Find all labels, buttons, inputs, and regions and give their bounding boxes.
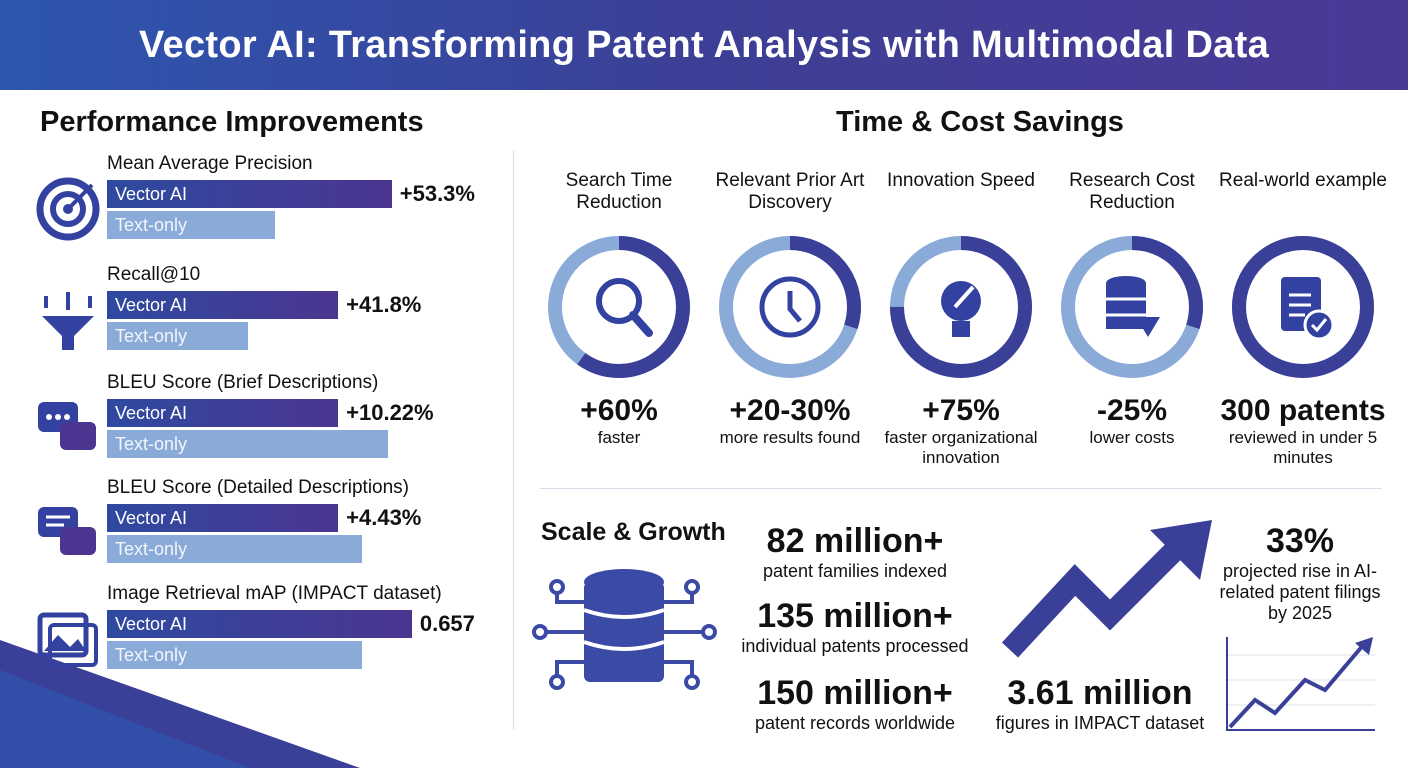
savings-card: Innovation Speed +75% faster organizatio… <box>876 170 1046 468</box>
card-subtext: more results found <box>719 428 861 447</box>
page-title: Vector AI: Transforming Patent Analysis … <box>138 23 1270 66</box>
progress-ring <box>548 236 690 378</box>
target-icon <box>36 177 100 241</box>
metric-label: Recall@10 <box>107 264 201 285</box>
ring-fill <box>1232 236 1374 378</box>
text-only-bar: Text-only <box>107 535 362 563</box>
card-subtext: faster organizational innovation <box>884 428 1038 467</box>
card-value: +60% <box>580 394 658 427</box>
metric-label: Image Retrieval mAP (IMPACT dataset) <box>107 583 442 604</box>
progress-ring <box>719 236 861 378</box>
text-only-bar: Text-only <box>107 641 362 669</box>
vector-ai-bar: Vector AI <box>107 610 412 638</box>
progress-ring <box>890 236 1032 378</box>
performance-heading: Performance Improvements <box>40 106 424 138</box>
card-subtext: faster <box>597 428 641 447</box>
savings-card: Relevant Prior Art Discovery +20-30% mor… <box>705 170 875 448</box>
ring-fill <box>719 236 861 378</box>
metric-value: 0.657 <box>419 611 475 636</box>
text-only-bar: Text-only <box>107 430 389 458</box>
card-subtext: reviewed in under 5 minutes <box>1228 428 1378 467</box>
stat-patents: 135 million+ individual patents processed <box>741 597 969 656</box>
growth-arrow-icon <box>1001 520 1212 658</box>
vector-ai-bar: Vector AI <box>107 399 339 427</box>
divider <box>513 150 514 730</box>
database-down-icon <box>1106 276 1160 337</box>
stat-families: 82 million+ patent families indexed <box>762 522 948 581</box>
savings-card: Real-world example 300 patents reviewed … <box>1218 170 1388 468</box>
card-value: +20-30% <box>729 394 851 427</box>
card-subtext: lower costs <box>1089 428 1175 447</box>
stat-figures: 3.61 million figures in IMPACT dataset <box>995 674 1205 733</box>
card-value: +75% <box>922 394 1000 427</box>
card-title: Real-world example <box>1219 170 1387 191</box>
progress-ring <box>1061 236 1203 378</box>
savings-card: Research Cost Reduction -25% lower costs <box>1047 170 1217 448</box>
magnifier-icon <box>596 278 653 337</box>
card-value: -25% <box>1096 394 1168 427</box>
card-title: Search Time Reduction <box>565 170 673 213</box>
savings-card: Search Time Reduction +60% faster <box>534 170 704 448</box>
divider <box>540 488 1382 489</box>
title-banner: Vector AI: Transforming Patent Analysis … <box>0 0 1408 90</box>
decorative-corner <box>0 640 360 768</box>
lightbulb-rocket-icon <box>941 281 981 337</box>
message-icon <box>38 507 96 555</box>
clock-icon <box>759 276 821 338</box>
card-value: 300 patents <box>1220 394 1386 427</box>
vector-ai-bar: Vector AI <box>107 504 339 532</box>
savings-heading: Time & Cost Savings <box>836 106 1124 138</box>
vector-ai-bar: Vector AI <box>107 291 339 319</box>
ring-fill <box>1061 236 1203 378</box>
metric-value: +4.43% <box>346 505 422 530</box>
image-icon <box>37 612 98 667</box>
database-network-icon <box>532 569 717 690</box>
scale-heading: Scale & Growth <box>541 518 726 546</box>
ring-fill <box>890 236 1032 378</box>
metric-label: BLEU Score (Brief Descriptions) <box>107 372 379 393</box>
metric-label: Mean Average Precision <box>107 153 313 174</box>
card-title: Relevant Prior Art Discovery <box>715 170 865 213</box>
stat-records: 150 million+ patent records worldwide <box>754 674 956 733</box>
document-check-icon <box>1281 277 1335 341</box>
metric-label: BLEU Score (Detailed Descriptions) <box>107 477 410 498</box>
text-only-bar: Text-only <box>107 322 248 350</box>
funnel-icon <box>42 292 94 350</box>
metric-value: +41.8% <box>346 292 422 317</box>
line-chart-icon <box>1225 637 1375 731</box>
card-title: Innovation Speed <box>887 170 1035 191</box>
vector-ai-bar: Vector AI <box>107 180 392 208</box>
stat-projection: 33% projected rise in AI-related patent f… <box>1219 522 1381 623</box>
metric-value: +10.22% <box>346 400 434 425</box>
card-title: Research Cost Reduction <box>1069 170 1195 213</box>
ring-fill <box>548 236 690 378</box>
chat-bubbles-icon <box>38 402 96 450</box>
progress-ring <box>1232 236 1374 378</box>
metric-value: +53.3% <box>399 181 475 206</box>
text-only-bar: Text-only <box>107 211 275 239</box>
